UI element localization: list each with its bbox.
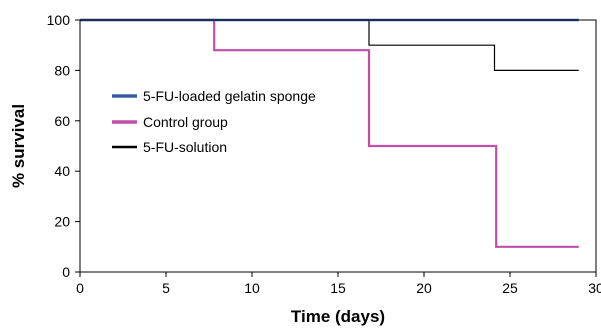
y-tick-label: 0 <box>62 264 70 280</box>
x-tick-label: 15 <box>330 280 346 296</box>
x-axis-title: Time (days) <box>291 307 385 326</box>
legend-label-2: 5-FU-solution <box>143 139 227 155</box>
x-tick-label: 0 <box>76 280 84 296</box>
plot-area <box>80 18 579 248</box>
series-line-1 <box>80 18 579 248</box>
y-tick-label: 100 <box>47 12 71 28</box>
y-tick-label: 60 <box>54 113 70 129</box>
y-tick-label: 40 <box>54 163 70 179</box>
x-tick-label: 25 <box>502 280 518 296</box>
x-tick-label: 20 <box>416 280 432 296</box>
legend-label-0: 5-FU-loaded gelatin sponge <box>143 88 316 104</box>
x-tick-label: 10 <box>244 280 260 296</box>
axes: 0 5 10 15 20 25 30 0 20 40 60 80 100 <box>47 12 601 296</box>
legend-label-1: Control group <box>143 114 228 130</box>
series-line-2 <box>80 19 579 71</box>
x-tick-label: 30 <box>588 280 601 296</box>
y-axis-title: % survival <box>9 104 28 188</box>
x-tick-label: 5 <box>162 280 170 296</box>
y-tick-label: 80 <box>54 62 70 78</box>
legend: 5-FU-loaded gelatin sponge Control group 5… <box>112 88 316 155</box>
y-tick-label: 20 <box>54 214 70 230</box>
